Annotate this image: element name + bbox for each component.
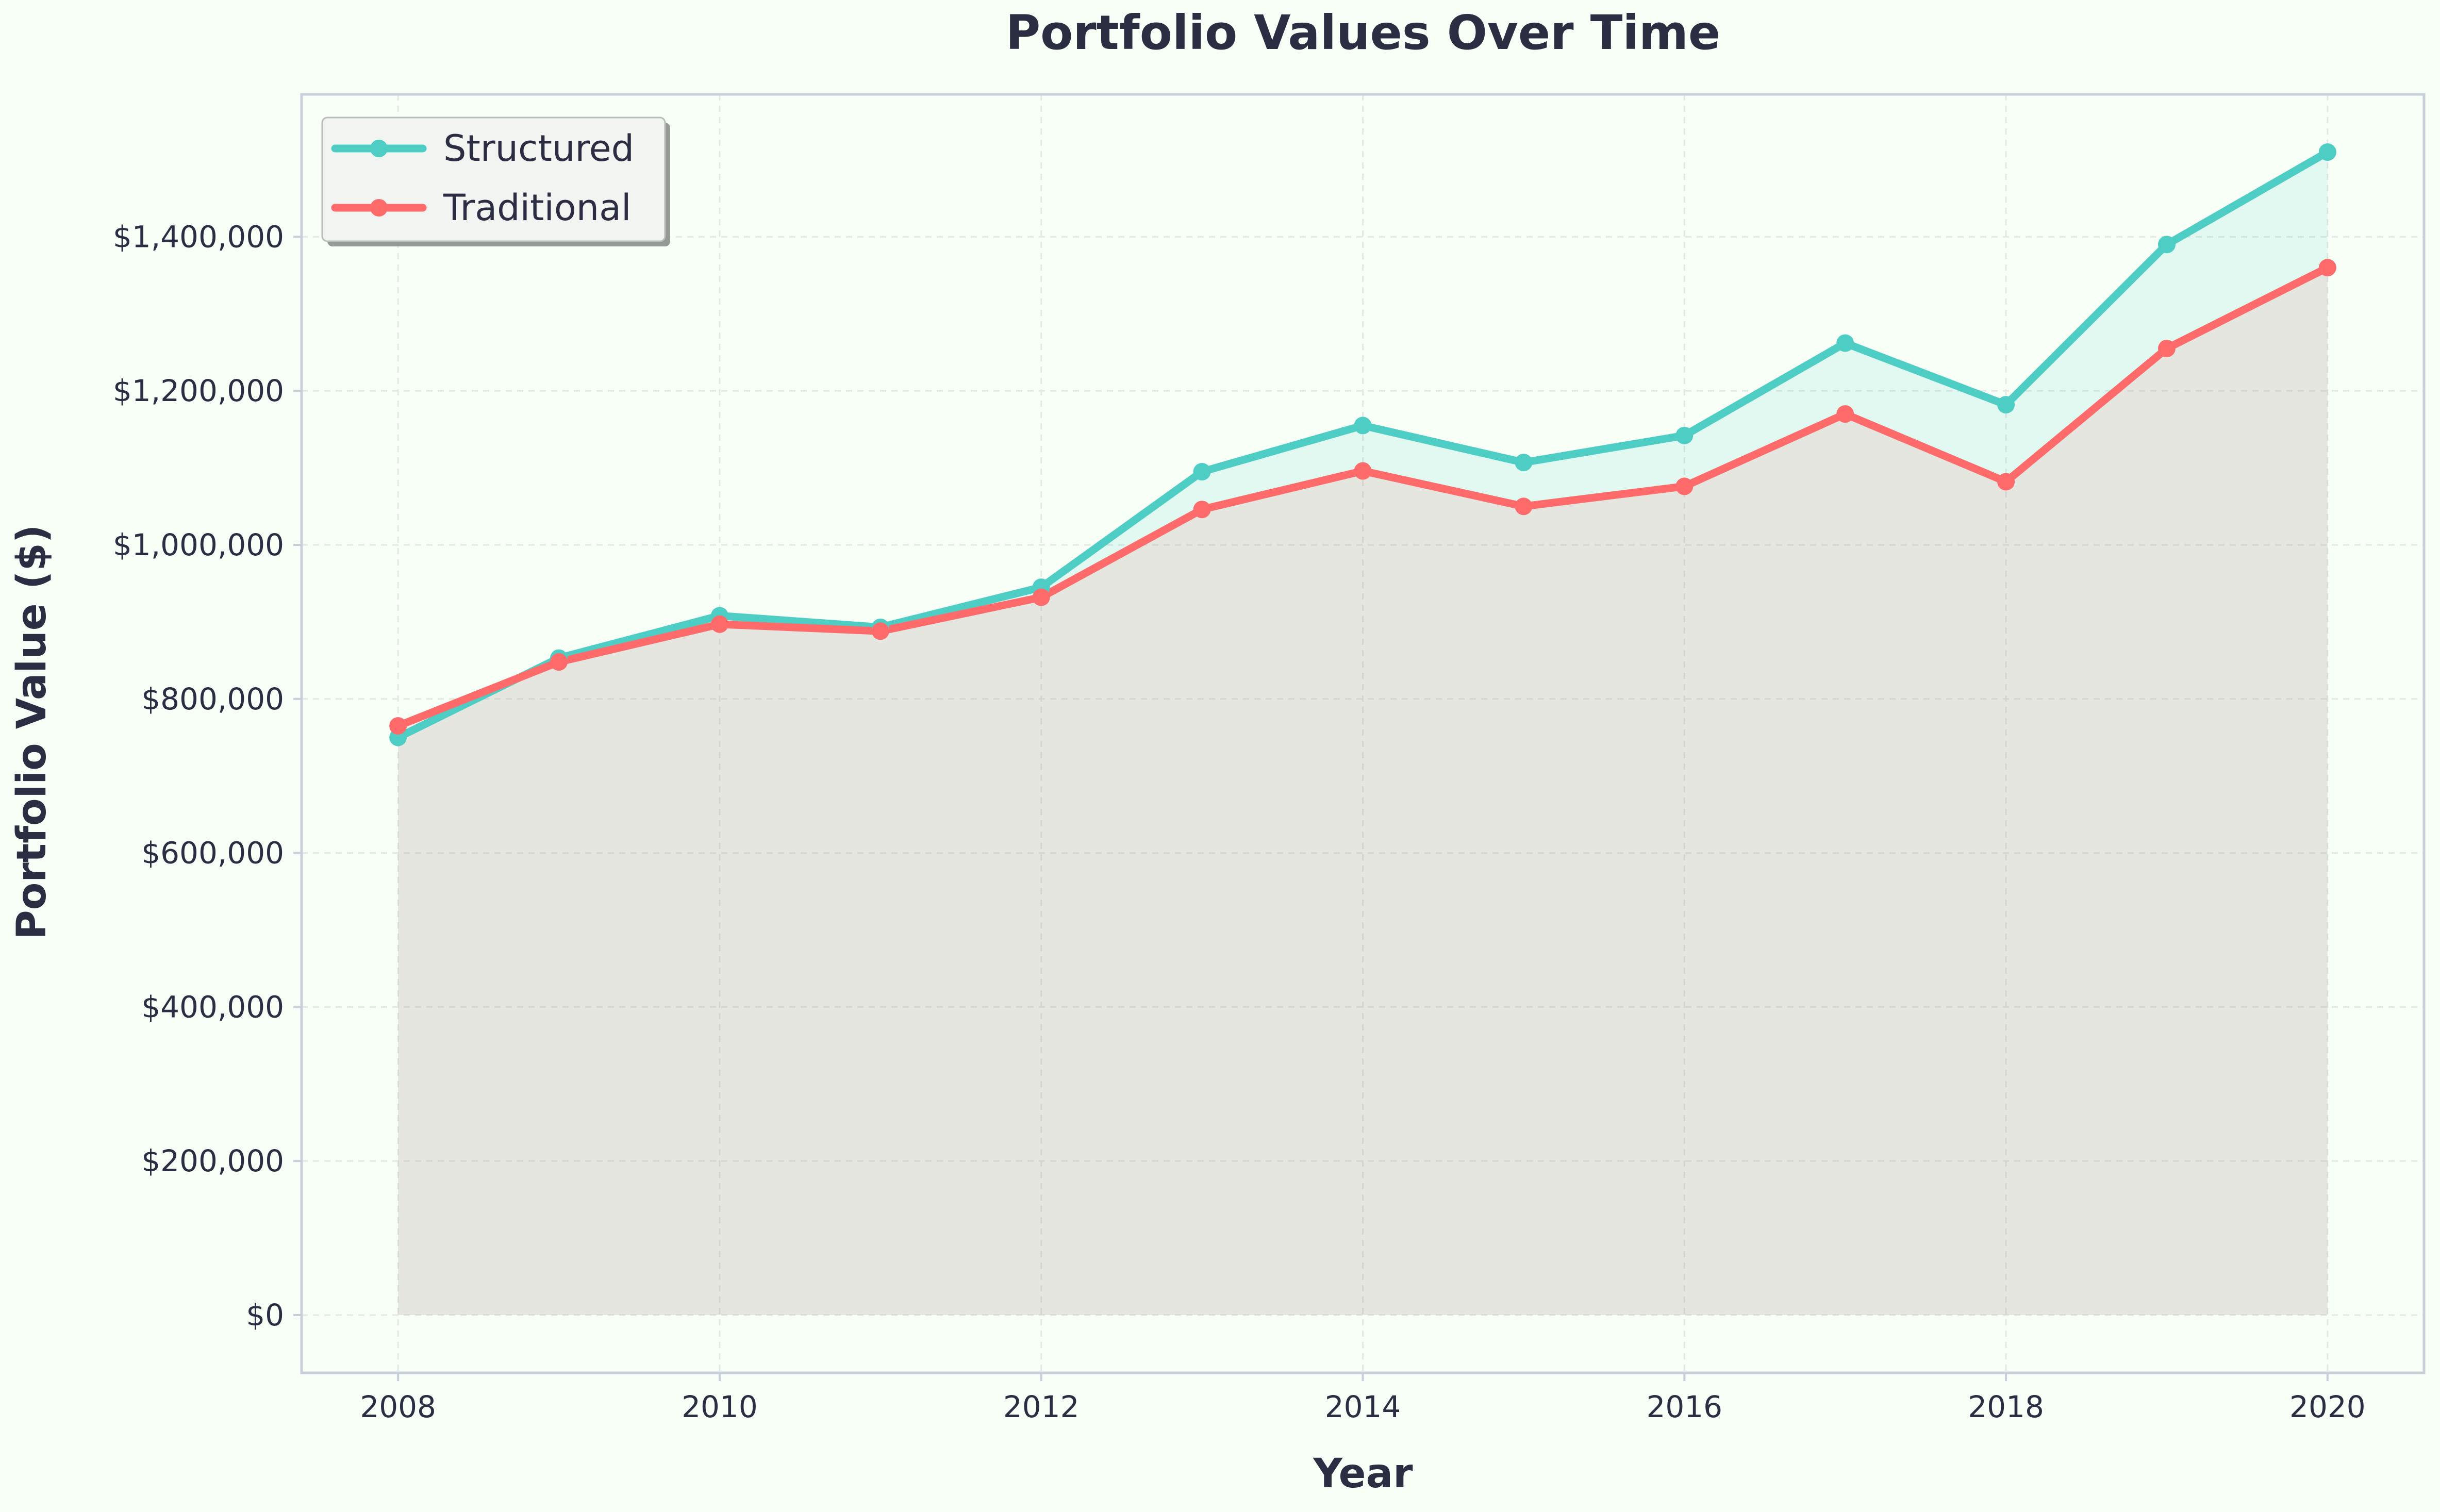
area-fills bbox=[398, 152, 2328, 1315]
data-point-traditional bbox=[1354, 462, 1372, 480]
legend-swatch-marker bbox=[370, 199, 388, 217]
data-point-traditional bbox=[1997, 473, 2015, 491]
series-markers bbox=[389, 143, 2336, 746]
x-tick-label: 2014 bbox=[1325, 1389, 1401, 1424]
chart-title: Portfolio Values Over Time bbox=[1006, 5, 1721, 60]
legend-swatch-marker bbox=[370, 140, 388, 157]
x-tick-label: 2008 bbox=[360, 1389, 436, 1424]
y-axis-ticks: $0 $200,000 $400,000 $600,000 $800,000 $1,000… bbox=[113, 219, 302, 1333]
x-tick-label: 2012 bbox=[1003, 1389, 1080, 1424]
data-point-traditional bbox=[1032, 588, 1050, 606]
legend-label: Traditional bbox=[443, 187, 631, 229]
y-axis-label: Portfolio Value ($) bbox=[9, 525, 55, 940]
data-point-traditional bbox=[1193, 501, 1211, 519]
data-point-structured bbox=[2157, 236, 2176, 254]
data-point-traditional bbox=[1515, 497, 1533, 516]
data-point-traditional bbox=[2318, 259, 2336, 277]
y-tick-label: $800,000 bbox=[141, 682, 284, 717]
data-point-structured bbox=[1836, 334, 1854, 352]
y-tick-label: $400,000 bbox=[141, 989, 284, 1024]
data-point-structured bbox=[1675, 426, 1694, 444]
x-tick-label: 2018 bbox=[1968, 1389, 2044, 1424]
area-fill-structured bbox=[398, 152, 2328, 1315]
x-axis-ticks: 2008 2010 2012 2014 2016 2018 2020 bbox=[360, 1373, 2366, 1424]
data-point-structured bbox=[1354, 417, 1372, 435]
y-tick-label: $0 bbox=[246, 1298, 284, 1333]
x-axis-label: Year bbox=[1313, 1451, 1413, 1497]
x-tick-label: 2020 bbox=[2289, 1389, 2366, 1424]
y-tick-label: $1,200,000 bbox=[113, 373, 284, 408]
data-point-traditional bbox=[389, 717, 407, 735]
data-point-structured bbox=[1193, 463, 1211, 481]
data-point-structured bbox=[2318, 143, 2336, 161]
x-tick-label: 2010 bbox=[682, 1389, 758, 1424]
legend: Structured Traditional bbox=[321, 117, 670, 246]
legend-label: Structured bbox=[443, 127, 634, 170]
y-tick-label: $1,400,000 bbox=[113, 219, 284, 254]
data-point-traditional bbox=[550, 653, 568, 671]
grid bbox=[302, 94, 2424, 1373]
data-point-traditional bbox=[2157, 340, 2176, 358]
data-point-traditional bbox=[1836, 405, 1854, 423]
plot-area bbox=[300, 93, 2426, 1374]
data-point-structured bbox=[1997, 396, 2015, 414]
data-point-structured bbox=[1515, 454, 1533, 472]
data-point-traditional bbox=[710, 615, 728, 633]
x-tick-label: 2016 bbox=[1646, 1389, 1722, 1424]
area-fill-traditional bbox=[398, 268, 2328, 1315]
data-point-traditional bbox=[1675, 477, 1694, 495]
y-tick-label: $1,000,000 bbox=[113, 527, 284, 562]
data-point-traditional bbox=[871, 622, 889, 640]
y-tick-label: $600,000 bbox=[141, 836, 284, 871]
y-tick-label: $200,000 bbox=[141, 1143, 284, 1178]
